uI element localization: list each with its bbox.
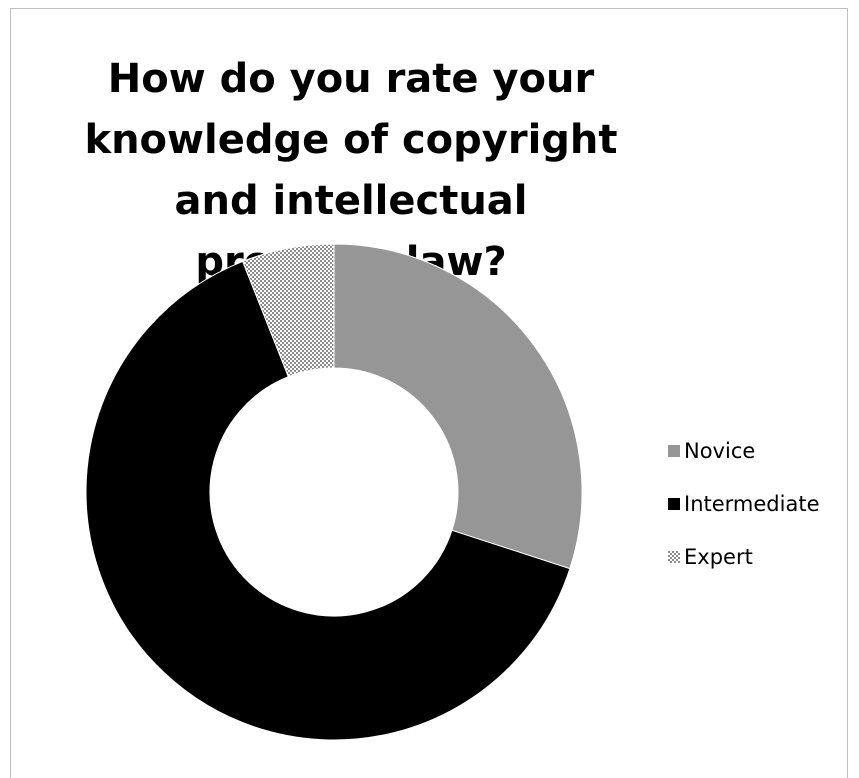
- legend-label-novice: Novice: [684, 438, 756, 463]
- legend: Novice Intermediate Expert: [668, 424, 820, 583]
- slice-intermediate: [85, 260, 571, 741]
- legend-label-expert: Expert: [684, 544, 753, 569]
- legend-item-expert: Expert: [668, 530, 820, 583]
- legend-swatch-novice: [668, 444, 680, 457]
- slice-expert: [242, 243, 335, 378]
- legend-swatch-expert: [668, 550, 680, 563]
- legend-item-novice: Novice: [668, 424, 820, 477]
- slice-novice: [333, 243, 583, 570]
- legend-label-intermediate: Intermediate: [684, 491, 820, 516]
- legend-item-intermediate: Intermediate: [668, 477, 820, 530]
- legend-swatch-intermediate: [668, 497, 680, 510]
